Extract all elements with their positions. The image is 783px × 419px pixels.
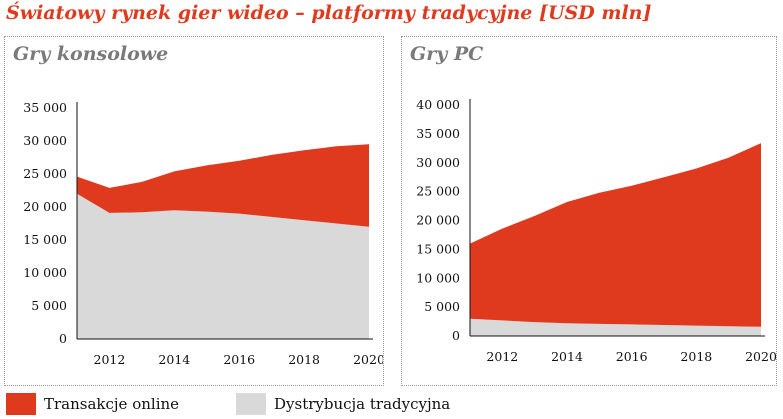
x-tick-label: 2012 xyxy=(94,352,126,367)
y-tick-label: 0 xyxy=(59,331,67,346)
legend-item-online: Transakcje online xyxy=(6,392,179,416)
y-tick-label: 20 000 xyxy=(416,213,460,228)
x-tick-label: 2020 xyxy=(353,352,383,367)
pc-games-panel: Gry PC 0 5 000 10 000 15 000 20 000 25 000 30 … xyxy=(401,36,777,386)
area-series-traditional xyxy=(470,318,761,336)
y-tick-label: 35 000 xyxy=(416,126,460,141)
console-games-panel: Gry konsolowe 0 5 000 10 000 15 000 20 000 25… xyxy=(4,36,384,386)
y-tick-label: 10 000 xyxy=(23,265,67,280)
y-tick-label: 30 000 xyxy=(416,155,460,170)
y-tick-label: 0 xyxy=(452,328,460,343)
y-tick-label: 40 000 xyxy=(416,97,460,112)
x-tick-label: 2016 xyxy=(616,349,648,364)
y-tick-label: 20 000 xyxy=(23,199,67,214)
area-series-online xyxy=(77,144,369,227)
x-tick-label: 2018 xyxy=(288,352,320,367)
area-series-online xyxy=(470,143,761,327)
legend-swatch-online xyxy=(6,393,36,415)
pc-games-chart: 0 5 000 10 000 15 000 20 000 25 000 30 000 35 0… xyxy=(416,97,776,364)
x-tick-label: 2020 xyxy=(745,349,776,364)
pc-chart-title: Gry PC xyxy=(410,43,484,65)
y-tick-label: 25 000 xyxy=(23,166,67,181)
x-tick-label: 2012 xyxy=(486,349,518,364)
y-tick-label: 5 000 xyxy=(31,298,67,313)
x-tick-label: 2014 xyxy=(551,349,583,364)
x-tick-label: 2018 xyxy=(680,349,712,364)
y-tick-label: 15 000 xyxy=(416,241,460,256)
legend-label-online: Transakcje online xyxy=(44,395,180,413)
y-tick-label: 5 000 xyxy=(424,299,460,314)
x-tick-label: 2016 xyxy=(223,352,255,367)
console-chart-title: Gry konsolowe xyxy=(13,43,169,65)
y-tick-label: 10 000 xyxy=(416,270,460,285)
page-title: Światowy rynek gier wideo – platformy tr… xyxy=(6,2,652,24)
x-tick-label: 2014 xyxy=(158,352,190,367)
y-tick-label: 35 000 xyxy=(23,100,67,115)
y-tick-label: 30 000 xyxy=(23,133,67,148)
area-series-traditional xyxy=(77,193,369,339)
y-tick-label: 15 000 xyxy=(23,232,67,247)
legend-label-traditional: Dystrybucja tradycyjna xyxy=(274,395,451,413)
y-tick-label: 25 000 xyxy=(416,184,460,199)
legend-item-traditional: Dystrybucja tradycyjna xyxy=(236,392,450,416)
console-games-chart: 0 5 000 10 000 15 000 20 000 25 000 30 000 35 0… xyxy=(23,100,383,367)
legend-swatch-traditional xyxy=(236,393,266,415)
